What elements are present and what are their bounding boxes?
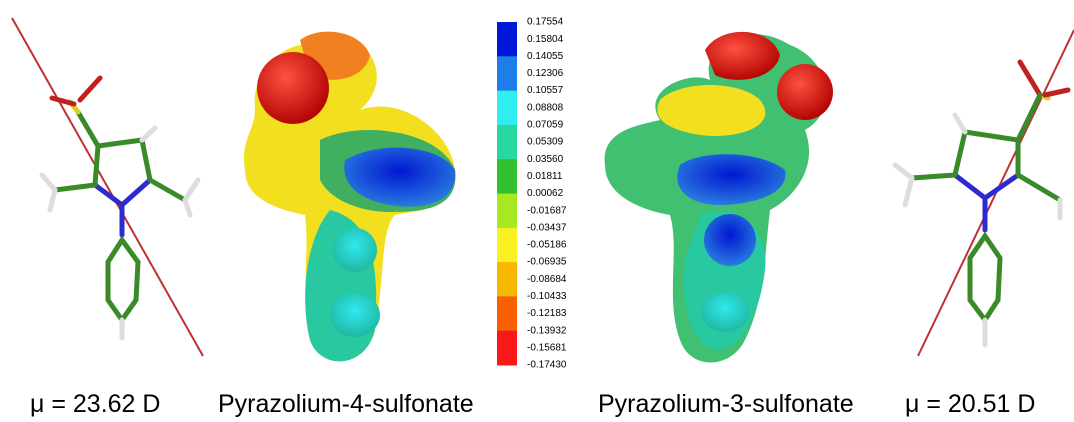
right-molecule-part bbox=[912, 175, 955, 178]
left-molecule-part bbox=[95, 146, 98, 185]
right-molecule-part bbox=[895, 165, 912, 178]
color-band bbox=[497, 39, 517, 57]
right-molecule-part bbox=[955, 175, 985, 198]
dipole-label: μ = 23.62 D bbox=[30, 390, 160, 418]
left-molecule-part bbox=[42, 175, 55, 190]
scale-label: 0.08808 bbox=[527, 102, 564, 113]
right-esp-surface bbox=[605, 32, 833, 363]
color-band bbox=[497, 211, 517, 229]
color-band bbox=[497, 331, 517, 349]
scale-label: 0.17554 bbox=[527, 17, 564, 28]
scale-label: 0.12306 bbox=[527, 68, 564, 79]
color-band bbox=[497, 91, 517, 109]
left-molecule-part bbox=[52, 98, 74, 104]
scale-label: 0.15804 bbox=[527, 34, 564, 45]
left-molecule-part bbox=[80, 78, 100, 100]
left-esp-surface-part bbox=[333, 228, 377, 272]
dipole-label: μ = 20.51 D bbox=[905, 390, 1035, 418]
left-molecule-part bbox=[185, 200, 190, 215]
color-band bbox=[497, 125, 517, 143]
right-esp-surface-part bbox=[701, 292, 749, 332]
left-esp-surface bbox=[244, 32, 455, 362]
page: Pyrazolium sulfonate ESP {"captions": {"… bbox=[0, 0, 1074, 422]
scale-label: -0.08684 bbox=[527, 274, 567, 285]
right-molecule-part bbox=[955, 132, 965, 175]
left-molecule-part bbox=[142, 140, 150, 180]
left-molecule-part bbox=[12, 18, 203, 356]
right-molecule-part bbox=[1018, 175, 1060, 200]
color-band bbox=[497, 348, 517, 366]
right-molecule-part bbox=[970, 236, 1000, 320]
compound-name: Pyrazolium-4-sulfonate bbox=[218, 390, 474, 418]
scale-label: -0.05186 bbox=[527, 240, 567, 251]
scale-label: -0.13932 bbox=[527, 325, 567, 336]
body: 0.17554 0.15804 0.14055 0.12306 0.10557 0.088… bbox=[0, 0, 1074, 422]
scale-label: 0.14055 bbox=[527, 51, 564, 62]
scale-label: -0.12183 bbox=[527, 308, 567, 319]
scale-label: -0.17430 bbox=[527, 360, 567, 371]
color-band bbox=[497, 314, 517, 332]
right-molecule-part bbox=[905, 178, 912, 205]
left-molecule-part bbox=[55, 185, 95, 190]
color-band bbox=[497, 279, 517, 297]
left-molecule-part bbox=[185, 180, 198, 200]
scale-label: 0.07059 bbox=[527, 120, 564, 131]
compound-name: Pyrazolium-3-sulfonate bbox=[598, 390, 854, 418]
left-molecule-part bbox=[50, 190, 55, 210]
scale-label: 0.03560 bbox=[527, 154, 564, 165]
color-band bbox=[497, 108, 517, 126]
left-esp-surface-part bbox=[330, 293, 380, 337]
color-band bbox=[497, 56, 517, 74]
scale-label: -0.10433 bbox=[527, 291, 567, 302]
color-band bbox=[497, 296, 517, 314]
scale-label: 0.10557 bbox=[527, 85, 564, 96]
figure: 0.17554 0.15804 0.14055 0.12306 0.10557 0.088… bbox=[0, 0, 1074, 422]
left-esp-surface-part bbox=[257, 52, 329, 124]
left-molecule-part bbox=[98, 140, 142, 146]
color-band bbox=[497, 245, 517, 263]
color-band bbox=[497, 228, 517, 246]
color-band bbox=[497, 262, 517, 280]
color-band bbox=[497, 142, 517, 160]
color-band bbox=[497, 159, 517, 177]
right-molecule-part bbox=[955, 115, 965, 132]
right-esp-surface-part bbox=[704, 214, 756, 266]
color-band bbox=[497, 73, 517, 91]
right-molecule-part bbox=[965, 132, 1018, 140]
color-band bbox=[497, 194, 517, 212]
color-scale: 0.17554 0.15804 0.14055 0.12306 0.10557 0.088… bbox=[497, 17, 567, 371]
right-molecule-part bbox=[1045, 90, 1068, 95]
right-esp-surface-part bbox=[777, 64, 833, 120]
right-molecule bbox=[895, 30, 1074, 356]
left-molecule-part bbox=[150, 180, 185, 200]
right-molecule-part bbox=[1018, 95, 1040, 140]
color-band bbox=[497, 176, 517, 194]
left-molecule bbox=[12, 18, 203, 356]
left-molecule-part bbox=[108, 240, 138, 320]
right-molecule-part bbox=[1020, 62, 1040, 95]
scale-label: -0.06935 bbox=[527, 257, 567, 268]
right-molecule-part bbox=[985, 175, 1018, 198]
scale-label: -0.03437 bbox=[527, 222, 567, 233]
scale-label: -0.01687 bbox=[527, 205, 567, 216]
scale-label: 0.05309 bbox=[527, 137, 564, 148]
scale-label: 0.01811 bbox=[527, 171, 563, 182]
scale-label: 0.00062 bbox=[527, 188, 564, 199]
scale-label: -0.15681 bbox=[527, 342, 567, 353]
left-molecule-part bbox=[142, 128, 155, 140]
left-molecule-part bbox=[122, 180, 150, 205]
color-band bbox=[497, 22, 517, 40]
